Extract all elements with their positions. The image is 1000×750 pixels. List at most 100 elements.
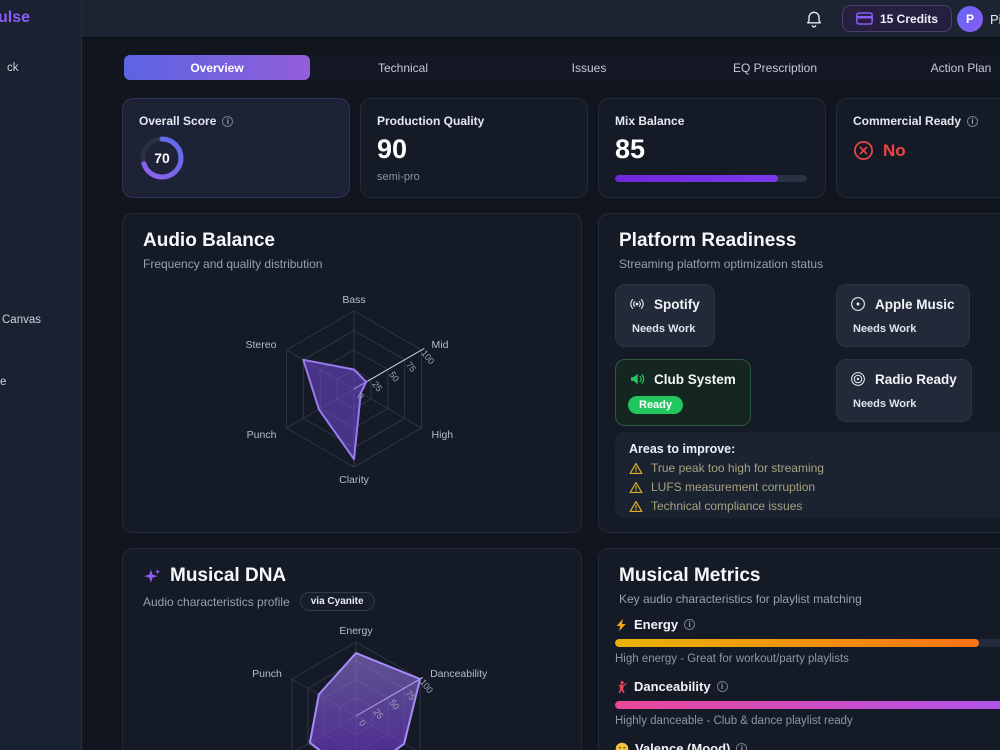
lightning-icon (616, 618, 626, 631)
svg-text:75: 75 (403, 688, 417, 702)
areas-to-improve-box: Areas to improve: True peak too high for… (615, 432, 1000, 518)
credits-button[interactable]: 15 Credits (842, 5, 953, 32)
overall-score-title: Overall Score (139, 114, 217, 128)
commercial-ready-value: No (883, 140, 906, 160)
app-logo[interactable]: ulse (0, 9, 31, 26)
score-gauge: 70 (139, 135, 185, 181)
sidebar-item-canvas[interactable]: Canvas (2, 314, 41, 326)
danceability-bar (615, 701, 1000, 709)
improve-item: True peak too high for streaming (629, 461, 1000, 475)
musical-metrics-card: Musical Metrics Key audio characteristic… (598, 548, 1000, 750)
dancer-icon (618, 680, 627, 693)
metric-valence: Valence (Mood) (615, 741, 748, 750)
platform-name: Radio Ready (875, 371, 957, 387)
disc-icon (851, 297, 865, 311)
info-icon[interactable] (716, 681, 728, 692)
overall-score-card: Overall Score 70 (122, 98, 350, 198)
broadcast-icon (630, 299, 644, 309)
platform-tile-apple-music: Apple Music Needs Work (836, 284, 970, 347)
tab-action-plan[interactable]: Action Plan (930, 60, 992, 75)
x-circle-icon (854, 141, 873, 160)
svg-text:Danceability: Danceability (430, 668, 488, 680)
svg-text:Energy: Energy (339, 625, 373, 637)
platform-tile-club-system: Club System Ready (615, 359, 751, 426)
platform-name: Spotify (654, 296, 700, 312)
sparkles-icon (144, 568, 161, 583)
production-quality-tier: semi-pro (377, 171, 420, 183)
svg-text:75: 75 (404, 360, 418, 374)
overall-score-value: 70 (154, 150, 170, 166)
mix-balance-value: 85 (615, 134, 646, 164)
info-icon[interactable] (222, 115, 234, 127)
cyanite-badge: via Cyanite (299, 592, 375, 611)
tab-eq-prescription[interactable]: EQ Prescription (732, 60, 818, 75)
improve-item: LUFS measurement corruption (629, 480, 1000, 494)
commercial-ready-title: Commercial Ready (853, 114, 962, 128)
tab-technical[interactable]: Technical (377, 60, 429, 75)
sidebar-item-track[interactable]: ck (7, 62, 19, 74)
musical-metrics-subtitle: Key audio characteristics for playlist m… (619, 592, 862, 606)
warning-triangle-icon (629, 500, 643, 512)
tab-bar: Overview Technical Issues EQ Prescriptio… (124, 55, 1000, 80)
improve-item: Technical compliance issues (629, 499, 1000, 513)
speaker-icon (631, 373, 645, 385)
sidebar-item-e[interactable]: e (0, 376, 7, 388)
svg-text:25: 25 (370, 379, 384, 393)
svg-text:Stereo: Stereo (246, 339, 277, 351)
svg-text:Mid: Mid (432, 339, 449, 351)
tab-overview[interactable]: Overview (124, 55, 310, 80)
metric-danceability: Danceability Highly danceable - Club & d… (615, 679, 1000, 727)
platform-status: Needs Work (853, 323, 917, 335)
svg-text:50: 50 (387, 370, 401, 384)
credits-label: 15 Credits (880, 11, 939, 26)
audio-balance-subtitle: Frequency and quality distribution (143, 257, 323, 271)
svg-text:High: High (432, 429, 454, 441)
svg-text:25: 25 (371, 707, 385, 721)
platform-name: Club System (654, 371, 736, 387)
platform-name: Apple Music (875, 296, 955, 312)
smiley-icon (615, 742, 629, 750)
sidebar: ulse ck Canvas e (0, 0, 82, 750)
mix-balance-bar (615, 175, 807, 182)
platform-readiness-card: Platform Readiness Streaming platform op… (598, 213, 1000, 533)
energy-bar (615, 639, 1000, 647)
platform-status: Needs Work (853, 398, 917, 410)
mix-balance-title: Mix Balance (615, 114, 685, 128)
production-quality-title: Production Quality (377, 114, 485, 128)
energy-caption: High energy - Great for workout/party pl… (615, 653, 849, 665)
svg-text:Punch: Punch (247, 429, 277, 441)
warning-triangle-icon (629, 481, 643, 493)
commercial-ready-card: Commercial Ready No (836, 98, 1000, 198)
musical-dna-title: Musical DNA (170, 565, 287, 586)
info-icon[interactable] (684, 619, 696, 630)
metric-energy: Energy High energy - Great for workout/p… (615, 617, 1000, 665)
svg-text:50: 50 (387, 698, 401, 712)
topbar: 15 Credits P Pie (82, 0, 1000, 38)
platform-status: Needs Work (632, 323, 696, 335)
avatar[interactable]: P (957, 6, 983, 32)
svg-text:Bass: Bass (342, 294, 365, 306)
info-icon[interactable] (736, 743, 748, 750)
warning-triangle-icon (629, 462, 643, 474)
tab-issues[interactable]: Issues (571, 60, 607, 75)
platform-tile-radio-ready: Radio Ready Needs Work (836, 359, 972, 422)
audio-balance-card: Audio Balance Frequency and quality dist… (122, 213, 582, 533)
platform-readiness-title: Platform Readiness (619, 230, 797, 251)
musical-metrics-title: Musical Metrics (619, 565, 761, 586)
ready-badge: Ready (628, 396, 684, 414)
danceability-caption: Highly danceable - Club & dance playlist… (615, 715, 853, 727)
svg-text:Clarity: Clarity (339, 474, 370, 486)
svg-text:0: 0 (355, 391, 366, 401)
svg-text:Punch: Punch (252, 668, 282, 680)
notification-bell-icon[interactable] (804, 9, 824, 29)
production-quality-value: 90 (377, 134, 408, 164)
svg-text:0: 0 (357, 718, 368, 728)
musical-dna-card: Musical DNA Audio characteristics profil… (122, 548, 582, 750)
info-icon[interactable] (967, 115, 979, 127)
platform-readiness-subtitle: Streaming platform optimization status (619, 257, 824, 271)
production-quality-card: Production Quality 90 semi-pro (360, 98, 588, 198)
credit-card-icon (856, 12, 873, 25)
areas-to-improve-heading: Areas to improve: (629, 442, 736, 456)
